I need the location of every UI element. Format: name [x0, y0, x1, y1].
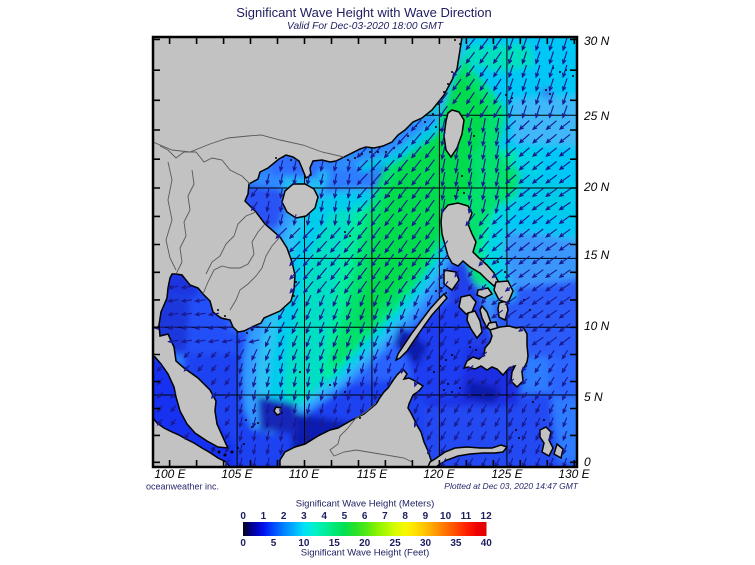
svg-text:10 N: 10 N — [584, 319, 610, 333]
svg-text:100 E: 100 E — [154, 467, 186, 481]
svg-text:30: 30 — [420, 538, 432, 549]
svg-text:6: 6 — [362, 511, 368, 522]
svg-text:Valid For Dec-03-2020 18:00 GM: Valid For Dec-03-2020 18:00 GMT — [287, 21, 444, 32]
svg-text:15: 15 — [329, 538, 341, 549]
svg-text:11: 11 — [461, 511, 472, 522]
svg-text:Plotted at Dec 03, 2020 14:47: Plotted at Dec 03, 2020 14:47 GMT — [444, 481, 579, 491]
svg-text:Significant Wave Height with W: Significant Wave Height with Wave Direct… — [236, 5, 492, 20]
svg-text:35: 35 — [450, 538, 462, 549]
svg-text:10: 10 — [298, 538, 310, 549]
svg-text:125 E: 125 E — [491, 467, 523, 481]
svg-text:10: 10 — [440, 511, 452, 522]
svg-text:25 N: 25 N — [583, 109, 610, 123]
svg-text:8: 8 — [402, 511, 408, 522]
svg-text:30 N: 30 N — [584, 34, 610, 48]
svg-text:5: 5 — [342, 511, 348, 522]
svg-text:7: 7 — [382, 511, 388, 522]
svg-text:0: 0 — [584, 455, 591, 469]
svg-text:20: 20 — [359, 538, 371, 549]
svg-text:5: 5 — [271, 538, 277, 549]
svg-text:105 E: 105 E — [221, 467, 253, 481]
svg-text:40: 40 — [481, 538, 493, 549]
svg-text:20 N: 20 N — [583, 180, 610, 194]
svg-text:25: 25 — [390, 538, 402, 549]
svg-text:15 N: 15 N — [584, 248, 610, 262]
svg-text:3: 3 — [301, 511, 307, 522]
svg-text:9: 9 — [423, 511, 429, 522]
svg-text:Significant Wave Height (Meter: Significant Wave Height (Meters) — [296, 499, 435, 510]
svg-text:120 E: 120 E — [423, 467, 455, 481]
svg-text:0: 0 — [240, 538, 246, 549]
svg-text:Significant Wave Height (Feet): Significant Wave Height (Feet) — [301, 548, 429, 559]
svg-text:130 E: 130 E — [558, 467, 590, 481]
svg-text:12: 12 — [481, 511, 493, 522]
svg-text:110 E: 110 E — [289, 467, 320, 481]
svg-text:115 E: 115 E — [357, 467, 388, 481]
svg-text:0: 0 — [240, 511, 246, 522]
svg-text:1: 1 — [261, 511, 267, 522]
svg-text:5 N: 5 N — [584, 390, 603, 404]
svg-text:oceanweather inc.: oceanweather inc. — [146, 482, 219, 492]
svg-text:4: 4 — [321, 511, 327, 522]
svg-text:2: 2 — [281, 511, 287, 522]
